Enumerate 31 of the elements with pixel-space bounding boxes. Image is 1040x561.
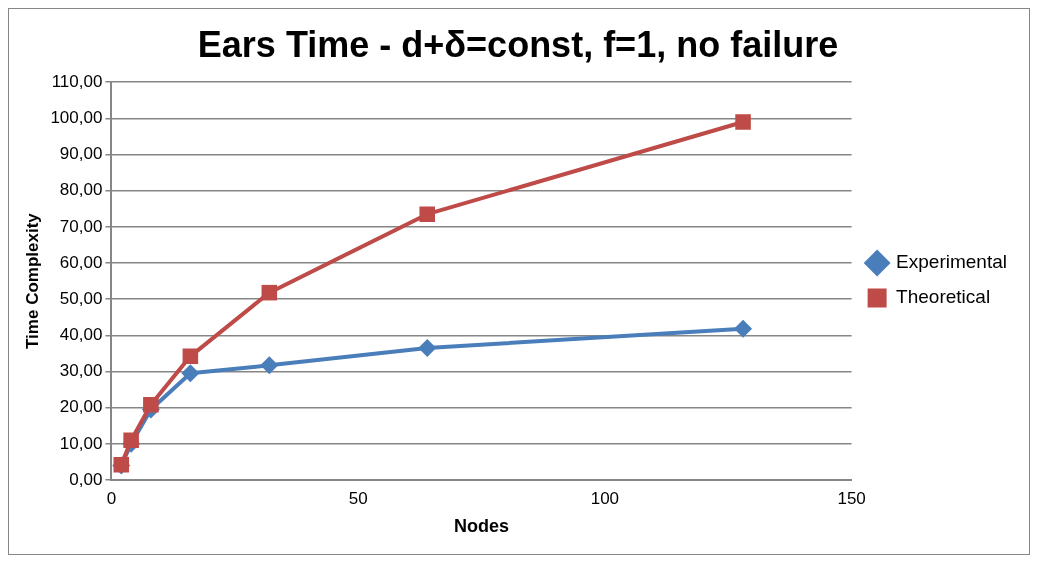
y-tick-label: 0,00 [69,469,103,489]
chart-title: Ears Time - d+δ=const, f=1, no failure [197,23,839,65]
point [734,319,753,338]
legend-label: Experimental [896,251,1008,273]
x-tick-label: 0 [106,488,117,508]
y-tick-label: 70,00 [59,216,103,236]
point [143,397,159,413]
point [261,284,278,301]
point [735,114,751,130]
x-axis-title: Nodes [454,516,510,537]
y-tick-label: 30,00 [59,361,103,381]
point [182,348,199,365]
legend-label: Theoretical [896,286,991,308]
point [181,364,200,383]
y-tick-label: 90,00 [59,144,103,164]
x-tick-label: 150 [837,488,866,508]
y-tick-label: 10,00 [59,433,103,453]
y-tick-label: 50,00 [59,288,103,308]
y-tick-label: 110,00 [51,71,103,91]
y-tick-label: 80,00 [59,180,103,200]
y-tick-label: 40,00 [59,325,103,345]
x-tick-label: 100 [590,488,620,508]
y-tick-label: 60,00 [59,252,103,272]
y-axis-title: Time Complexity [22,212,42,349]
y-tick-label: 100,00 [50,108,103,128]
y-tick-label: 20,00 [59,397,103,417]
point [123,432,139,448]
point [419,206,435,222]
point [260,356,279,375]
x-tick-label: 50 [348,488,368,508]
point [418,339,437,357]
